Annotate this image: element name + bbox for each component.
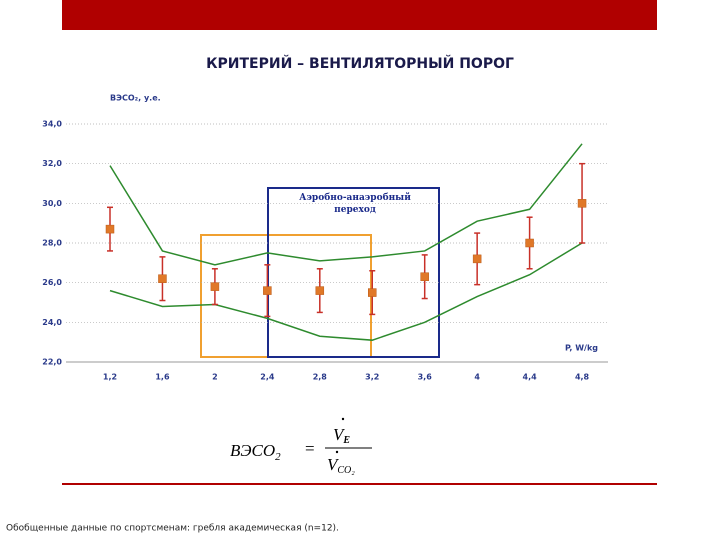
formula-numerator: V [333,425,346,444]
formula-denominator: V [327,455,340,474]
y-axis-label: ВЭСО₂, у.е. [110,94,161,103]
series-line [109,143,583,266]
x-tick-label: 2,4 [260,373,275,382]
x-tick-label: 1,2 [103,373,117,382]
x-tick-label: 4,8 [575,373,590,382]
dot [335,450,339,454]
formula-text: VE [333,425,350,446]
marker [472,254,482,264]
y-tick-label: 28,0 [42,239,62,248]
x-tick-label: 3,2 [365,373,379,382]
x-tick-label: 1,6 [155,373,170,382]
formula-sub: 2 [275,451,281,463]
marker [420,272,429,281]
y-tick-label: 30,0 [42,199,62,208]
marker [525,238,534,248]
x-tick-label: 3,6 [418,373,433,382]
y-tick-label: 26,0 [42,278,62,287]
x-tick-label: 2,8 [313,373,328,382]
y-tick-label: 22,0 [42,358,62,367]
y-tick-label: 34,0 [42,120,62,129]
title: КРИТЕРИЙ – ВЕНТИЛЯТОРНЫЙ ПОРОГ [206,55,514,72]
y-tick-label: 32,0 [42,159,62,168]
formula-text: VCO₂ [327,455,355,476]
x-tick-label: 4 [474,373,480,382]
x-tick-label: 2 [212,373,218,382]
formula: ВЭСО2 = VE VCO₂ [230,417,372,476]
series-line [109,242,583,341]
dot [341,417,345,421]
marker [577,199,587,208]
marker [210,282,220,291]
x-tick-label: 4,4 [523,373,538,382]
marker [105,224,115,234]
x-axis-label: P, W/kg [565,344,598,353]
marker [158,274,167,283]
formula-sub: CO₂ [337,465,355,476]
marker [315,286,325,295]
formula-lhs: ВЭСО [230,441,275,460]
formula-equals: = [305,439,315,458]
marker [263,286,272,295]
annotation-box: Аэробно-анаэробный переход [299,193,411,215]
y-tick-label: 24,0 [42,318,62,327]
formula-text: ВЭСО2 [230,441,281,463]
marker [368,288,377,297]
formula-sub: E [342,435,350,446]
footer: Обобщенные данные по спортсменам: гребля… [6,524,339,534]
top-bar [62,0,657,30]
annotation: Аэробно-анаэробный переход [299,193,411,215]
